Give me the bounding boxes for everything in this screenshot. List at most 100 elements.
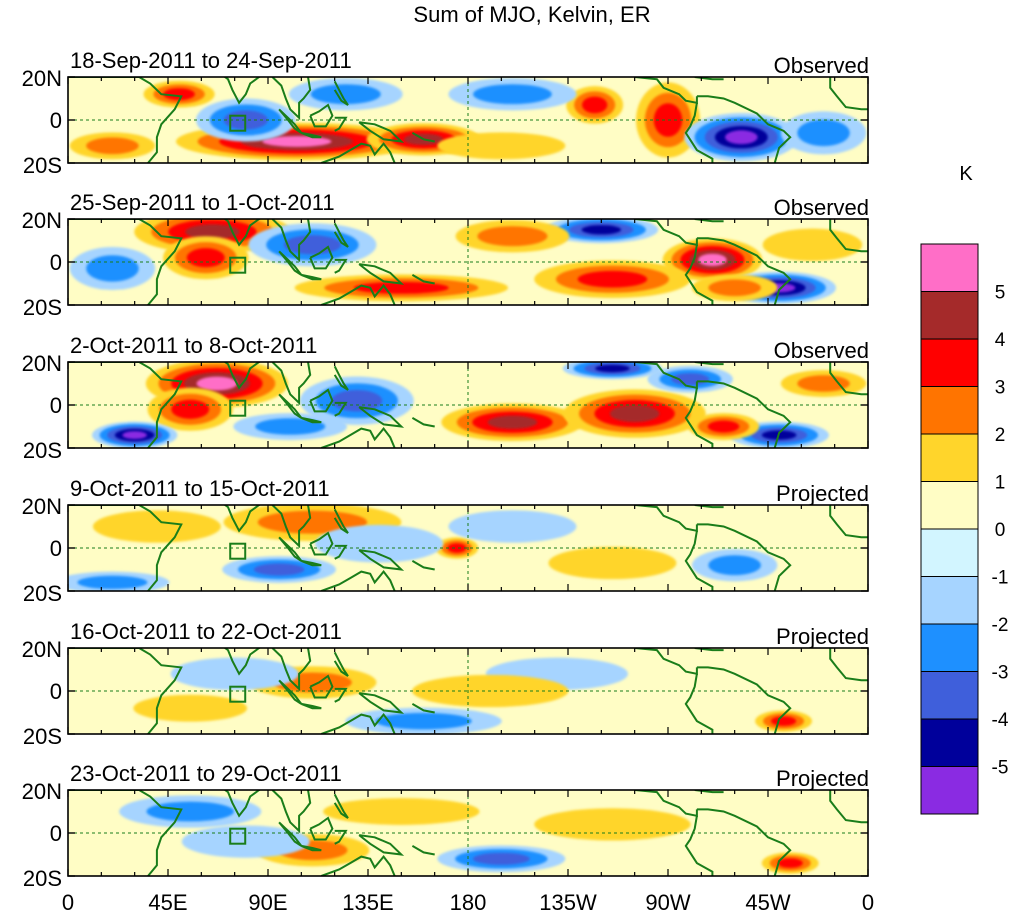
coastline — [684, 815, 714, 876]
lon-label: 135W — [539, 890, 597, 915]
legend-swatch — [920, 481, 979, 530]
legend-label: 4 — [995, 330, 1006, 351]
legend-swatch — [920, 528, 979, 577]
anomaly-contour — [534, 808, 691, 841]
legend-swatch — [920, 386, 979, 435]
anomaly-contour — [448, 510, 577, 543]
lat-label: 20S — [23, 581, 62, 606]
lon-label: 0 — [62, 890, 74, 915]
coastline — [829, 505, 868, 539]
coastline — [320, 283, 396, 305]
coastline — [223, 77, 261, 105]
legend-swatch — [920, 623, 979, 672]
coastline — [684, 387, 714, 448]
coastline — [696, 380, 792, 448]
anomaly-contour — [582, 96, 608, 114]
coastline — [333, 80, 349, 106]
panel-date-range: 18-Sep-2011 to 24-Sep-2011 — [70, 48, 352, 73]
coastline — [358, 406, 405, 428]
lat-label: 0 — [50, 821, 62, 846]
anomaly-contour — [86, 137, 139, 155]
coastline — [411, 417, 435, 428]
coastline — [333, 365, 349, 391]
anomaly-contour — [698, 253, 727, 266]
legend-label: -2 — [992, 615, 1009, 636]
legend-swatch — [920, 766, 979, 815]
lat-label: 20S — [23, 153, 62, 178]
coastline — [696, 808, 792, 876]
region-box — [229, 685, 247, 703]
coastline — [271, 219, 312, 263]
legend-unit-label: K — [959, 163, 973, 185]
coastline — [223, 648, 261, 676]
region-box — [229, 399, 247, 417]
legend-swatch — [920, 291, 979, 340]
anomaly-contour — [581, 225, 622, 235]
coastline — [68, 790, 183, 876]
legend-label: 3 — [995, 378, 1006, 399]
lat-label: 0 — [50, 393, 62, 418]
anomaly-contour — [92, 510, 221, 543]
coastline — [223, 790, 261, 818]
legend-color-boxes — [920, 243, 979, 815]
lat-label: 20N — [22, 208, 62, 233]
legend-swatch — [920, 338, 979, 387]
anomaly-contour — [255, 418, 326, 435]
lon-label: 180 — [450, 890, 487, 915]
panel-status: Observed — [774, 53, 869, 78]
legend-tick-labels: 5 4 3 2 1 0 -1 -2 -3 -4 -5 — [992, 283, 1009, 779]
anomaly-contour — [186, 248, 225, 268]
coastline — [309, 531, 334, 556]
lat-label: 20N — [22, 637, 62, 662]
region-box — [229, 114, 247, 132]
coastline — [411, 845, 435, 856]
panel-date-range: 16-Oct-2011 to 22-Oct-2011 — [70, 619, 342, 644]
panel-status: Observed — [774, 338, 869, 363]
anomaly-contour — [170, 657, 299, 690]
coastline — [68, 77, 183, 163]
lat-label: 20N — [22, 779, 62, 804]
coastline — [300, 844, 322, 852]
coastline — [684, 673, 714, 734]
anomaly-contour — [770, 716, 797, 726]
coastline — [411, 274, 435, 285]
lat-label: 20N — [22, 351, 62, 376]
coastline — [223, 362, 261, 390]
panel-date-range: 23-Oct-2011 to 29-Oct-2011 — [70, 761, 342, 786]
anomaly-field — [68, 362, 868, 448]
legend-swatch — [920, 576, 979, 625]
anomaly-contour — [708, 555, 761, 576]
coastline — [271, 790, 312, 834]
lat-label: 0 — [50, 536, 62, 561]
coastline — [358, 263, 405, 285]
coastline — [333, 793, 349, 819]
anomaly-contour — [762, 228, 863, 261]
anomaly-field — [68, 219, 868, 305]
coastline — [271, 505, 312, 549]
coastline — [696, 666, 792, 734]
lon-label: 90W — [645, 890, 690, 915]
anomaly-contour — [171, 399, 210, 419]
anomaly-contour — [725, 130, 758, 145]
anomaly-field — [68, 77, 868, 163]
legend-label: 0 — [995, 520, 1006, 541]
anomaly-contour — [577, 270, 648, 288]
coastline — [223, 505, 261, 533]
panel-date-range: 2-Oct-2011 to 8-Oct-2011 — [70, 333, 317, 358]
color-legend: K 5 4 3 2 1 0 -1 -2 -3 -4 -5 — [920, 163, 1009, 815]
legend-label: 5 — [995, 283, 1006, 304]
coastline — [358, 121, 405, 143]
coastline — [68, 219, 183, 305]
anomaly-contour — [473, 84, 552, 105]
coastline — [334, 116, 348, 132]
panel-status: Observed — [774, 195, 869, 220]
anomaly-contour — [609, 405, 660, 423]
legend-swatch — [920, 243, 979, 292]
anomaly-contour — [797, 375, 850, 392]
anomaly-contour — [548, 546, 677, 580]
legend-swatch — [920, 671, 979, 720]
legend-swatch — [920, 433, 979, 482]
anomaly-contour — [315, 524, 444, 563]
lat-label: 20N — [22, 66, 62, 91]
